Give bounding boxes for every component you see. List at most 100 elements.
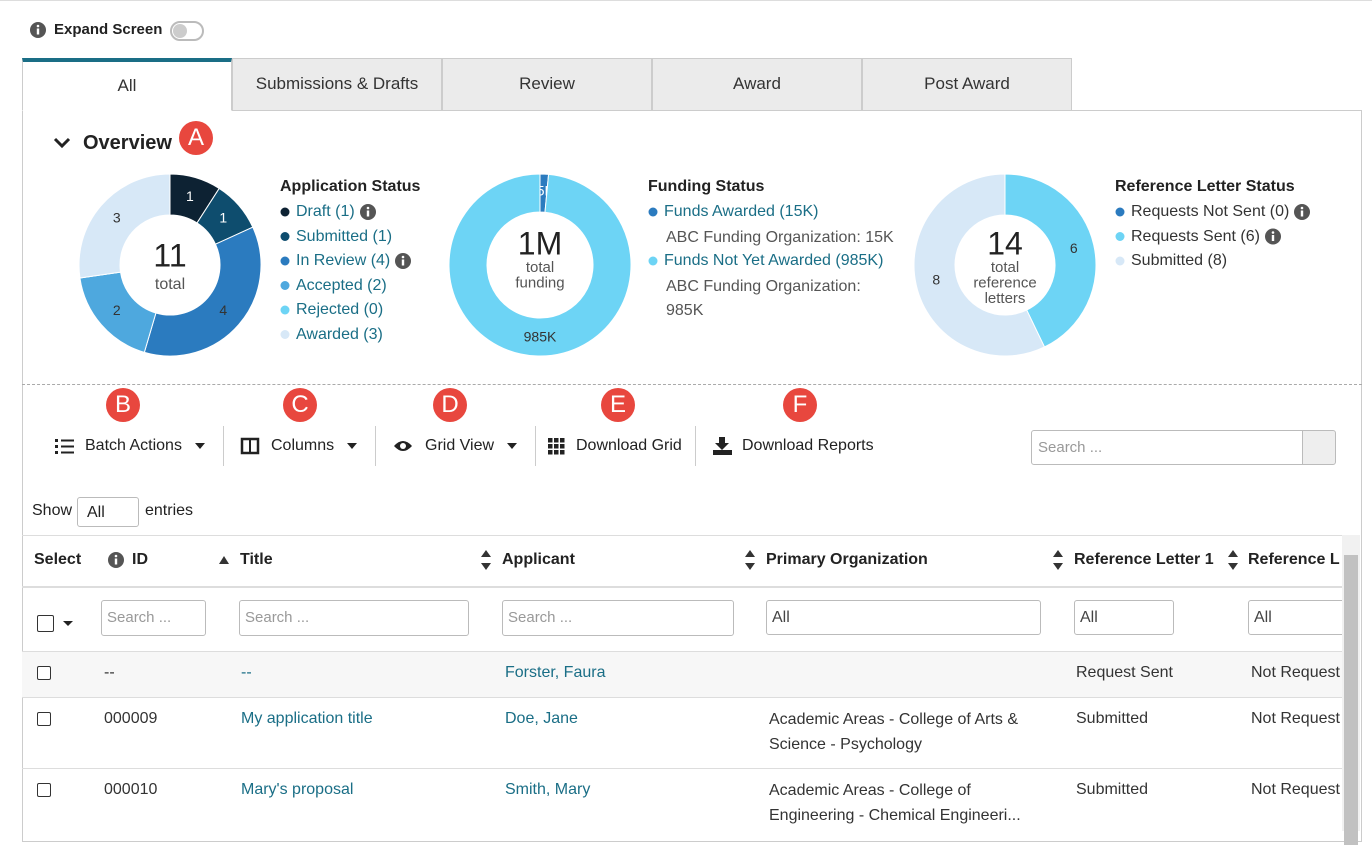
info-dot bbox=[1271, 231, 1275, 234]
cell: Not Request bbox=[1251, 710, 1340, 727]
legend-item: Requests Not Sent (0) bbox=[1131, 203, 1290, 220]
icon bbox=[554, 450, 559, 455]
toggle[interactable] bbox=[170, 21, 204, 41]
info-icon bbox=[395, 253, 411, 269]
column-header: Reference Letter 1 bbox=[1074, 551, 1214, 568]
sort-icon bbox=[745, 563, 755, 570]
icon bbox=[548, 444, 553, 449]
sort-icon bbox=[1053, 563, 1063, 570]
filter-select[interactable] bbox=[1248, 600, 1342, 635]
legend-item: Submitted (8) bbox=[1131, 252, 1228, 269]
legend-dot bbox=[648, 256, 658, 266]
row-border bbox=[22, 768, 1342, 769]
icon bbox=[55, 445, 58, 448]
filter-value: All bbox=[1254, 609, 1272, 626]
row-border bbox=[22, 651, 1342, 652]
legend-dot bbox=[280, 207, 290, 217]
column-header: Title bbox=[240, 551, 273, 568]
info-bar bbox=[114, 558, 118, 565]
donut-slice bbox=[78, 173, 171, 279]
info-bar bbox=[1271, 235, 1275, 241]
download-reports[interactable]: Download Reports bbox=[742, 437, 874, 454]
column-header: Applicant bbox=[502, 551, 575, 568]
cell: Doe, Jane bbox=[505, 710, 578, 727]
info-bar bbox=[401, 259, 405, 266]
info-dot bbox=[366, 206, 370, 210]
columns[interactable]: Columns bbox=[271, 437, 335, 454]
donut-slice bbox=[143, 226, 262, 357]
row-border bbox=[22, 535, 1342, 536]
batch-actions[interactable]: Batch Actions bbox=[85, 437, 182, 454]
legend-item: Awarded (3) bbox=[296, 325, 383, 343]
slice-label: 6 bbox=[1070, 240, 1078, 256]
icon bbox=[55, 451, 58, 454]
overview-title[interactable]: Overview bbox=[83, 132, 172, 154]
legend-dot bbox=[280, 256, 290, 266]
tab[interactable]: Post Award bbox=[862, 58, 1072, 111]
legend-item: Rejected (0) bbox=[296, 301, 384, 318]
select-all[interactable] bbox=[37, 615, 54, 632]
filter-value: All bbox=[772, 609, 790, 626]
separator bbox=[375, 426, 376, 466]
info-dot bbox=[36, 24, 40, 28]
legend-dot bbox=[280, 305, 290, 315]
caret bbox=[507, 443, 517, 449]
cell: Submitted bbox=[1076, 781, 1149, 798]
cell: -- bbox=[241, 664, 252, 681]
legend-dot bbox=[280, 232, 290, 241]
icon bbox=[400, 443, 406, 449]
cell: Academic Areas - College of Arts & Scien… bbox=[769, 711, 1018, 753]
top-border bbox=[0, 0, 1372, 1]
info-dot bbox=[114, 554, 118, 558]
legend-item: Draft (1) bbox=[296, 203, 355, 220]
tab[interactable]: Submissions & Drafts bbox=[232, 58, 442, 111]
filter-select[interactable] bbox=[1074, 600, 1174, 635]
tab[interactable]: Review bbox=[442, 58, 652, 111]
filter-input[interactable] bbox=[239, 600, 469, 636]
info-icon bbox=[108, 552, 124, 568]
center-caption: letters bbox=[985, 290, 1026, 307]
row-bg bbox=[22, 651, 1342, 697]
badge: C bbox=[283, 388, 317, 422]
row-checkbox[interactable] bbox=[37, 783, 51, 797]
legend-dot bbox=[1115, 207, 1125, 217]
info-dot bbox=[401, 255, 405, 259]
row-checkbox[interactable] bbox=[37, 712, 51, 726]
icon bbox=[240, 437, 260, 455]
search-button[interactable] bbox=[1302, 430, 1336, 465]
center-caption: funding bbox=[515, 274, 564, 291]
center-value: 14 bbox=[987, 225, 1023, 261]
caret bbox=[63, 621, 73, 626]
tab[interactable]: Award bbox=[652, 58, 862, 111]
grid-view[interactable]: Grid View bbox=[425, 437, 495, 454]
cell: Not Request bbox=[1251, 781, 1340, 798]
slice-label: 2 bbox=[113, 302, 121, 318]
cell: Academic Areas - College of Engineering … bbox=[769, 782, 1021, 824]
caret bbox=[347, 443, 357, 449]
cell: Mary's proposal bbox=[241, 781, 354, 798]
legend-item: Submitted (1) bbox=[296, 227, 393, 245]
icon bbox=[560, 450, 565, 455]
row-checkbox[interactable] bbox=[37, 666, 51, 680]
legend-item: Funds Not Yet Awarded (985K) bbox=[664, 252, 884, 269]
filter-select[interactable] bbox=[766, 600, 1041, 635]
center-caption: total bbox=[155, 276, 185, 293]
tab[interactable]: All bbox=[22, 58, 232, 111]
donut-slice bbox=[1004, 173, 1097, 348]
download-grid[interactable]: Download Grid bbox=[576, 437, 682, 454]
length-select[interactable]: All bbox=[77, 497, 139, 527]
info-icon bbox=[1294, 204, 1310, 220]
filter-input[interactable] bbox=[101, 600, 206, 636]
legend-title: Funding Status bbox=[648, 178, 765, 195]
slice-label: 4 bbox=[219, 302, 227, 318]
donut-slice bbox=[913, 173, 1046, 357]
center-caption: reference bbox=[973, 274, 1036, 291]
select-value: All bbox=[87, 504, 105, 521]
icon bbox=[554, 438, 559, 443]
badge: B bbox=[106, 388, 140, 422]
sort-icon bbox=[219, 556, 229, 564]
info-bar bbox=[1300, 210, 1304, 217]
center-caption: total bbox=[526, 259, 554, 276]
search-input[interactable]: Search ... bbox=[1031, 430, 1303, 465]
filter-input[interactable] bbox=[502, 600, 734, 636]
